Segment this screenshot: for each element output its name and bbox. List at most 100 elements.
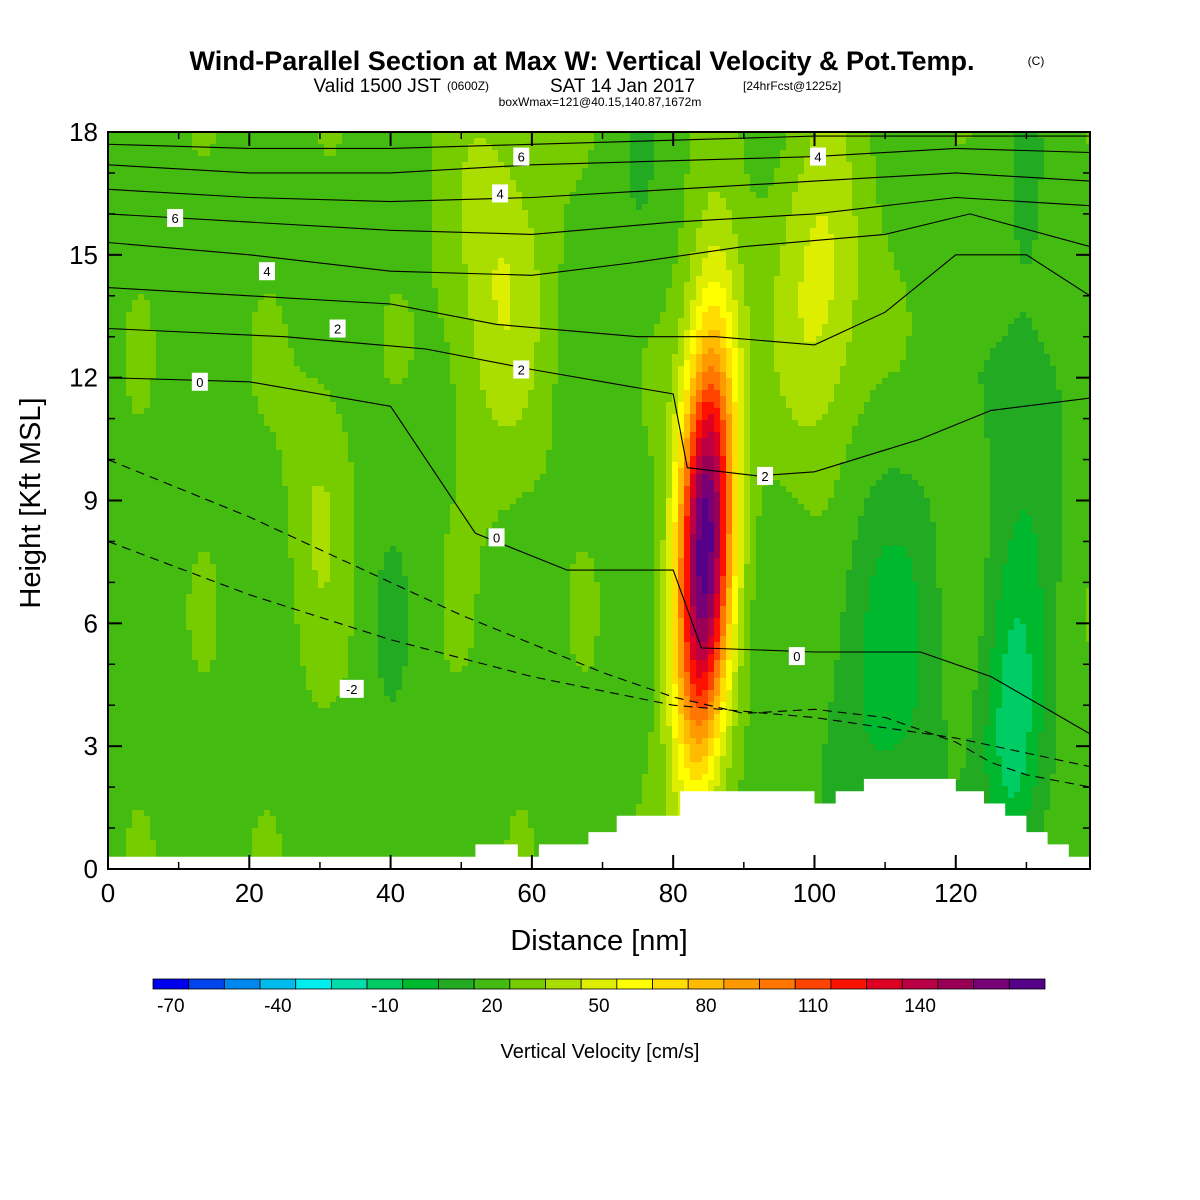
w-cell bbox=[1074, 264, 1081, 271]
w-cell bbox=[138, 216, 145, 223]
w-cell bbox=[702, 132, 709, 139]
w-cell bbox=[390, 282, 397, 289]
w-cell bbox=[216, 204, 223, 211]
w-cell bbox=[834, 258, 841, 265]
w-cell bbox=[504, 264, 511, 271]
w-cell bbox=[168, 204, 175, 211]
w-cell bbox=[834, 270, 841, 277]
w-cell bbox=[222, 204, 229, 211]
w-cell bbox=[762, 132, 769, 139]
w-cell bbox=[798, 150, 805, 157]
w-cell bbox=[888, 204, 895, 211]
w-cell bbox=[312, 222, 319, 229]
w-cell bbox=[300, 216, 307, 223]
w-cell bbox=[1032, 198, 1039, 205]
w-cell bbox=[936, 264, 943, 271]
w-cell bbox=[552, 276, 559, 283]
w-cell bbox=[486, 246, 493, 253]
w-cell bbox=[1068, 168, 1075, 175]
w-cell bbox=[582, 132, 589, 139]
w-cell bbox=[1044, 198, 1051, 205]
w-cell bbox=[1050, 288, 1057, 295]
w-cell bbox=[702, 294, 709, 301]
w-cell bbox=[1062, 306, 1069, 313]
w-cell bbox=[846, 288, 853, 295]
w-cell bbox=[402, 264, 409, 271]
w-cell bbox=[840, 228, 847, 235]
w-cell bbox=[402, 150, 409, 157]
w-cell bbox=[942, 204, 949, 211]
w-cell bbox=[612, 192, 619, 199]
w-cell bbox=[444, 174, 451, 181]
w-cell bbox=[108, 306, 115, 313]
w-cell bbox=[864, 270, 871, 277]
w-cell bbox=[732, 258, 739, 265]
w-cell bbox=[900, 270, 907, 277]
w-cell bbox=[1032, 282, 1039, 289]
w-cell bbox=[1056, 300, 1063, 307]
w-cell bbox=[966, 162, 973, 169]
w-cell bbox=[894, 180, 901, 187]
w-cell bbox=[942, 300, 949, 307]
w-cell bbox=[1002, 174, 1009, 181]
w-cell bbox=[438, 150, 445, 157]
w-cell bbox=[426, 138, 433, 145]
w-cell bbox=[252, 180, 259, 187]
w-cell bbox=[1050, 156, 1057, 163]
w-cell bbox=[540, 204, 547, 211]
w-cell bbox=[822, 222, 829, 229]
w-cell bbox=[276, 276, 283, 283]
w-cell bbox=[906, 276, 913, 283]
w-cell bbox=[924, 162, 931, 169]
w-cell bbox=[720, 222, 727, 229]
w-cell bbox=[762, 300, 769, 307]
w-cell bbox=[114, 168, 121, 175]
w-cell bbox=[144, 264, 151, 271]
w-cell bbox=[528, 186, 535, 193]
w-cell bbox=[654, 234, 661, 241]
w-cell bbox=[486, 282, 493, 289]
w-cell bbox=[120, 192, 127, 199]
w-cell bbox=[960, 288, 967, 295]
w-cell bbox=[678, 294, 685, 301]
w-cell bbox=[552, 150, 559, 157]
w-cell bbox=[630, 246, 637, 253]
w-cell bbox=[276, 270, 283, 277]
w-cell bbox=[684, 132, 691, 139]
w-cell bbox=[558, 168, 565, 175]
w-cell bbox=[588, 300, 595, 307]
w-cell bbox=[372, 174, 379, 181]
w-cell bbox=[636, 210, 643, 217]
w-cell bbox=[876, 198, 883, 205]
w-cell bbox=[876, 276, 883, 283]
w-cell bbox=[774, 132, 781, 139]
w-cell bbox=[246, 144, 253, 151]
w-cell bbox=[978, 192, 985, 199]
w-cell bbox=[606, 156, 613, 163]
w-cell bbox=[120, 168, 127, 175]
w-cell bbox=[120, 294, 127, 301]
w-cell bbox=[342, 156, 349, 163]
w-cell bbox=[228, 216, 235, 223]
w-cell bbox=[714, 234, 721, 241]
w-cell bbox=[894, 174, 901, 181]
w-cell bbox=[744, 162, 751, 169]
w-cell bbox=[504, 294, 511, 301]
w-cell bbox=[984, 300, 991, 307]
w-cell bbox=[414, 300, 421, 307]
w-cell bbox=[1056, 264, 1063, 271]
w-cell bbox=[858, 246, 865, 253]
w-cell bbox=[930, 138, 937, 145]
w-cell bbox=[336, 132, 343, 139]
w-cell bbox=[990, 306, 997, 313]
w-cell bbox=[456, 234, 463, 241]
w-cell bbox=[300, 174, 307, 181]
w-cell bbox=[288, 270, 295, 277]
w-cell bbox=[138, 228, 145, 235]
w-cell bbox=[834, 150, 841, 157]
w-cell bbox=[180, 144, 187, 151]
w-cell bbox=[492, 276, 499, 283]
w-cell bbox=[882, 240, 889, 247]
w-cell bbox=[894, 186, 901, 193]
w-cell bbox=[576, 228, 583, 235]
